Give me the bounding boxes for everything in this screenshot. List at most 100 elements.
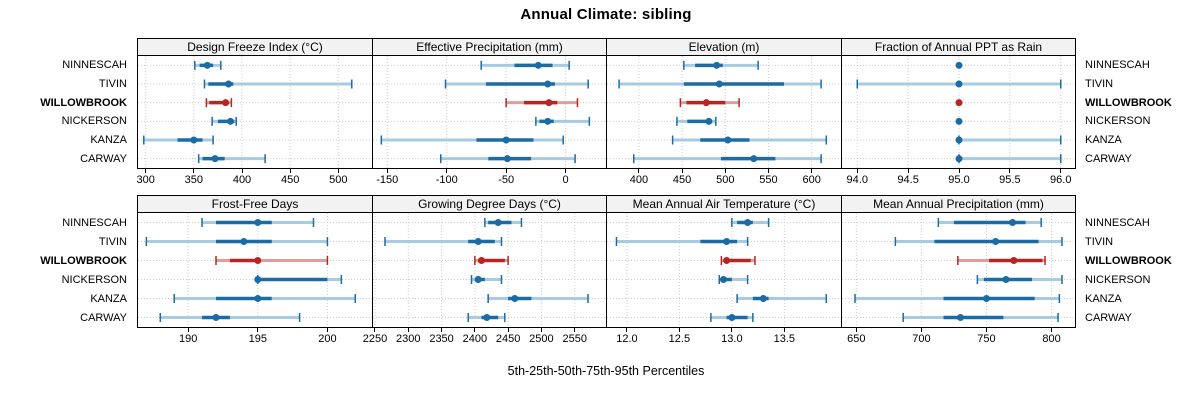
site-label-left-ninnescah: NINNESCAH	[62, 59, 127, 72]
median-dot	[728, 314, 736, 321]
axis-tick-label: 95.5	[999, 174, 1021, 186]
axis-tick-label: 96.0	[1050, 174, 1072, 186]
percentile-series-nickerson	[676, 116, 717, 126]
site-label-left-willowbrook: WILLOWBROOK	[40, 254, 127, 267]
percentile-series-nickerson	[254, 275, 343, 284]
percentile-series-ninnescah	[937, 218, 1042, 227]
median-dot	[955, 61, 963, 69]
axis-tick	[856, 169, 858, 173]
median-dot	[759, 295, 767, 302]
median-dot	[503, 155, 511, 163]
percentile-series-ninnescah	[683, 60, 759, 70]
percentile-series-kanza	[143, 135, 214, 145]
axis-tick-label: 13.5	[773, 333, 796, 345]
percentile-series-willowbrook	[955, 99, 963, 107]
axis-tick-label: -150	[376, 174, 399, 186]
median-dot	[715, 80, 723, 88]
site-label-right-ninnescah: NINNESCAH	[1085, 59, 1150, 72]
percentile-series-kanza	[380, 135, 564, 145]
percentile-series-ninnescah	[731, 218, 770, 227]
axis-tick-label: 2300	[396, 333, 421, 345]
median-dot	[955, 136, 963, 144]
axis-tick	[441, 328, 443, 332]
median-dot	[544, 80, 552, 88]
median-dot	[705, 117, 713, 125]
panel-plot	[372, 212, 607, 328]
axis-tick-label: 700	[912, 333, 931, 345]
median-dot	[750, 155, 758, 163]
median-dot	[1010, 257, 1018, 264]
median-dot	[719, 276, 727, 283]
x-axis-caption: 5th-25th-50th-75th-95th Percentiles	[507, 364, 705, 378]
percentile-series-tivin	[615, 237, 749, 246]
site-label-left-tivin: TIVIN	[98, 235, 127, 248]
panel-header: Fraction of Annual PPT as Rain	[841, 38, 1076, 56]
panel-plot	[606, 212, 842, 328]
panel-header: Growing Degree Days (°C)	[372, 195, 607, 213]
median-dot	[225, 80, 233, 88]
axis-tick	[289, 169, 291, 173]
median-dot	[544, 117, 552, 125]
site-label-right-willowbrook: WILLOWBROOK	[1085, 254, 1172, 267]
median-dot	[723, 257, 731, 264]
axis-tick	[540, 328, 542, 332]
panel-canvas	[373, 56, 606, 168]
axis-tick	[474, 328, 476, 332]
percentile-series-carway	[902, 313, 1059, 322]
axis-tick-label: 400	[232, 174, 252, 186]
site-label-left-nickerson: NICKERSON	[61, 115, 127, 128]
percentile-series-willowbrook	[215, 256, 329, 265]
percentile-series-willowbrook	[505, 98, 579, 108]
axis-tick-label: 350	[184, 174, 204, 186]
panel-canvas	[842, 56, 1075, 168]
site-label-left-carway: CARWAY	[80, 311, 127, 324]
percentile-series-tivin	[894, 237, 1063, 246]
median-dot	[955, 80, 963, 88]
site-label-right-ninnescah: NINNESCAH	[1085, 216, 1150, 229]
axis-tick-label: 95.0	[948, 174, 970, 186]
axis-tick-label: -50	[498, 174, 515, 186]
percentile-series-tivin	[444, 79, 589, 89]
axis-tick	[565, 169, 567, 173]
axis-tick	[1060, 169, 1062, 173]
percentile-series-carway	[710, 313, 754, 322]
axis-tick-label: 500	[716, 174, 735, 186]
median-dot	[203, 61, 211, 69]
axis-tick	[574, 328, 576, 332]
median-dot	[502, 136, 510, 144]
panel-canvas	[842, 213, 1075, 327]
axis-tick-label: 450	[280, 174, 300, 186]
axis-tick-label: 13.0	[721, 333, 743, 345]
percentile-series-nickerson	[211, 116, 237, 126]
site-label-right-kanza: KANZA	[1085, 292, 1122, 305]
axis-tick	[145, 169, 147, 173]
median-dot	[1009, 219, 1017, 226]
axis-tick	[1051, 328, 1053, 332]
panel-canvas	[607, 213, 841, 327]
median-dot	[1002, 276, 1010, 283]
median-dot	[956, 314, 964, 321]
axis-tick-label: 600	[802, 174, 821, 186]
axis-tick-label: 500	[329, 174, 348, 186]
axis-tick	[446, 169, 448, 173]
percentile-series-willowbrook	[720, 256, 756, 265]
median-dot	[254, 219, 262, 226]
percentile-series-kanza	[854, 294, 1061, 303]
axis-tick	[407, 328, 409, 332]
axis-tick-label: 12.0	[616, 333, 638, 345]
axis-tick	[958, 169, 960, 173]
percentile-series-nickerson	[535, 116, 591, 126]
panel-header: Elevation (m)	[606, 38, 842, 56]
site-label-right-nickerson: NICKERSON	[1085, 115, 1151, 128]
site-label-right-kanza: KANZA	[1085, 134, 1122, 146]
median-dot	[240, 238, 248, 245]
median-dot	[483, 314, 491, 321]
axis-tick	[257, 328, 259, 332]
percentile-series-kanza	[487, 294, 589, 303]
axis-tick	[767, 169, 769, 173]
percentile-series-tivin	[203, 79, 353, 89]
panel-canvas	[138, 56, 372, 168]
axis-tick	[811, 169, 813, 173]
median-dot	[478, 257, 486, 264]
